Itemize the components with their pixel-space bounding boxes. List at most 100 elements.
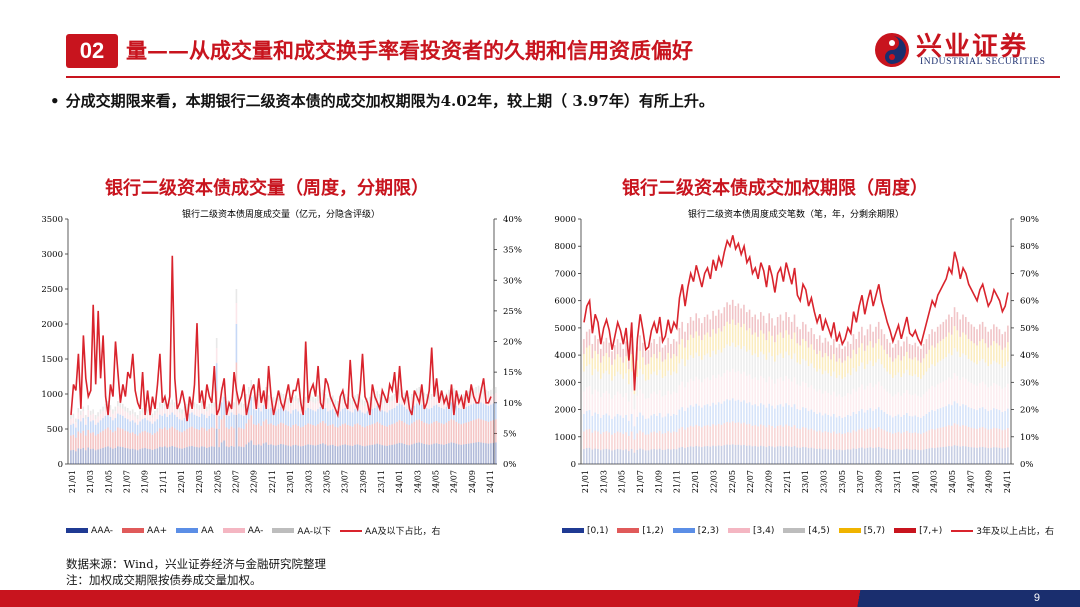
- chart1-bar-segment: [275, 425, 277, 446]
- chart2-bar-segment: [717, 445, 720, 464]
- chart2-bar-segment: [861, 362, 863, 385]
- chart2-bar-segment: [684, 366, 686, 388]
- chart2-bar-segment: [925, 391, 928, 415]
- chart2-bar-segment: [816, 414, 818, 432]
- chart2-bar-segment: [720, 376, 723, 404]
- chart1-bar-segment: [255, 445, 257, 464]
- chart2-bar-segment: [936, 362, 939, 385]
- chart1-bar-segment: [181, 448, 183, 464]
- chart2-bar-segment: [970, 447, 973, 464]
- chart2-bar-segment: [1001, 349, 1004, 368]
- chart1-bar-segment: [403, 392, 406, 399]
- chart2-bar-segment: [804, 427, 807, 448]
- chart2-bar-segment: [608, 415, 610, 433]
- chart1-bar-segment: [292, 425, 295, 446]
- chart2-bar-segment: [644, 450, 647, 464]
- chart1-bar-segment: [121, 429, 124, 448]
- chart1-bar-segment: [465, 444, 467, 464]
- chart1-bar-segment: [487, 443, 490, 464]
- chart1-bar-segment: [131, 432, 134, 449]
- chart1-bar-segment: [411, 444, 413, 464]
- chart2-bar-segment: [939, 341, 942, 361]
- chart1-x-tick-label: 23/05: [322, 470, 331, 493]
- chart2-bar-segment: [712, 375, 714, 403]
- chart1-bar-segment: [327, 403, 329, 412]
- chart1-bar-segment: [346, 445, 349, 464]
- chart1-bar-segment: [161, 408, 164, 416]
- chart2-bar-segment: [656, 449, 658, 464]
- chart2-bar-segment: [622, 417, 625, 435]
- chart2-bar-segment: [1001, 388, 1004, 413]
- chart2-bar-segment: [886, 371, 888, 392]
- chart2-bar-segment: [740, 308, 742, 328]
- chart2-bar-segment: [771, 426, 773, 447]
- chart1-bar-segment: [312, 410, 314, 426]
- chart1-bar-segment: [282, 444, 285, 464]
- chart2-bar-segment: [726, 321, 728, 345]
- chart1-bar-segment: [84, 415, 87, 419]
- chart2-bar-segment: [684, 429, 686, 449]
- chart2-bar-segment: [628, 369, 630, 385]
- chart2-bar-segment: [863, 430, 866, 449]
- chart2-bar-segment: [644, 418, 647, 435]
- chart2-bar-segment: [701, 323, 703, 341]
- chart1-bar-segment: [299, 413, 302, 428]
- legend-swatch-icon: [728, 528, 751, 533]
- chart2-bar-segment: [729, 400, 731, 423]
- chart1-bar-segment: [383, 411, 386, 426]
- chart1-bar-segment: [109, 429, 112, 448]
- chart2-bar-segment: [591, 343, 594, 359]
- chart2-bar-segment: [981, 338, 984, 359]
- chart2-bar-segment: [599, 397, 602, 418]
- chart2-bar-segment: [608, 374, 610, 394]
- chart2-bar-segment: [765, 447, 768, 464]
- chart1-bar-segment: [470, 389, 472, 396]
- chart2-bar-segment: [762, 378, 765, 405]
- chart1-bar-segment: [322, 420, 324, 444]
- chart1-x-tick-label: 24/03: [413, 470, 422, 493]
- chart1-bar-segment: [309, 424, 312, 445]
- chart2-bar-segment: [875, 447, 877, 464]
- chart2-bar-segment: [667, 448, 669, 464]
- chart2-bar-segment: [883, 412, 886, 431]
- chart2-bar-segment: [656, 415, 658, 433]
- chart2-bar-segment: [664, 416, 667, 434]
- chart2-bar-segment: [987, 387, 990, 412]
- chart2-bar-segment: [987, 347, 990, 367]
- chart2-bar-segment: [838, 343, 841, 359]
- chart1-bar-segment: [134, 422, 136, 434]
- chart2-bar-segment: [984, 447, 987, 464]
- chart1-bar-segment: [270, 444, 272, 464]
- chart2-bar-segment: [934, 429, 936, 449]
- chart2-bar-segment: [818, 412, 821, 431]
- chart2-bar-segment: [793, 332, 796, 354]
- chart2-bar-segment: [796, 343, 799, 363]
- chart2-bar-segment: [630, 371, 633, 392]
- chart2-bar-segment: [583, 449, 585, 464]
- chart2-bar-segment: [816, 339, 818, 355]
- chart1-bar-segment: [247, 419, 250, 443]
- chart1-bar-segment: [309, 444, 312, 464]
- chart2-bar-segment: [583, 371, 585, 392]
- chart2-bar-segment: [616, 414, 619, 432]
- legend-swatch-icon: [562, 528, 584, 533]
- chart2-bar-segment: [920, 378, 922, 398]
- chart1-bar-segment: [403, 422, 406, 445]
- chart2-bar-segment: [597, 371, 599, 392]
- chart1-bar-segment: [470, 404, 472, 421]
- chart2-bar-segment: [900, 395, 902, 417]
- chart2-bar-segment: [897, 431, 900, 450]
- chart1-bar-segment: [186, 415, 188, 430]
- chart1-bar-segment: [265, 402, 267, 420]
- chart2-bar-segment: [852, 448, 855, 464]
- chart1-bar-segment: [411, 399, 413, 408]
- chart2-bar-segment: [653, 449, 655, 464]
- chart2-bar-segment: [908, 415, 911, 433]
- chart2-bar-segment: [717, 349, 720, 375]
- chart1-bar-segment: [289, 401, 292, 407]
- chart2-bar-segment: [945, 336, 947, 358]
- chart2-bar-segment: [602, 341, 605, 357]
- chart2-bar-segment: [807, 331, 810, 348]
- chart1-bar-segment: [119, 402, 122, 408]
- chart2-bar-segment: [793, 377, 796, 405]
